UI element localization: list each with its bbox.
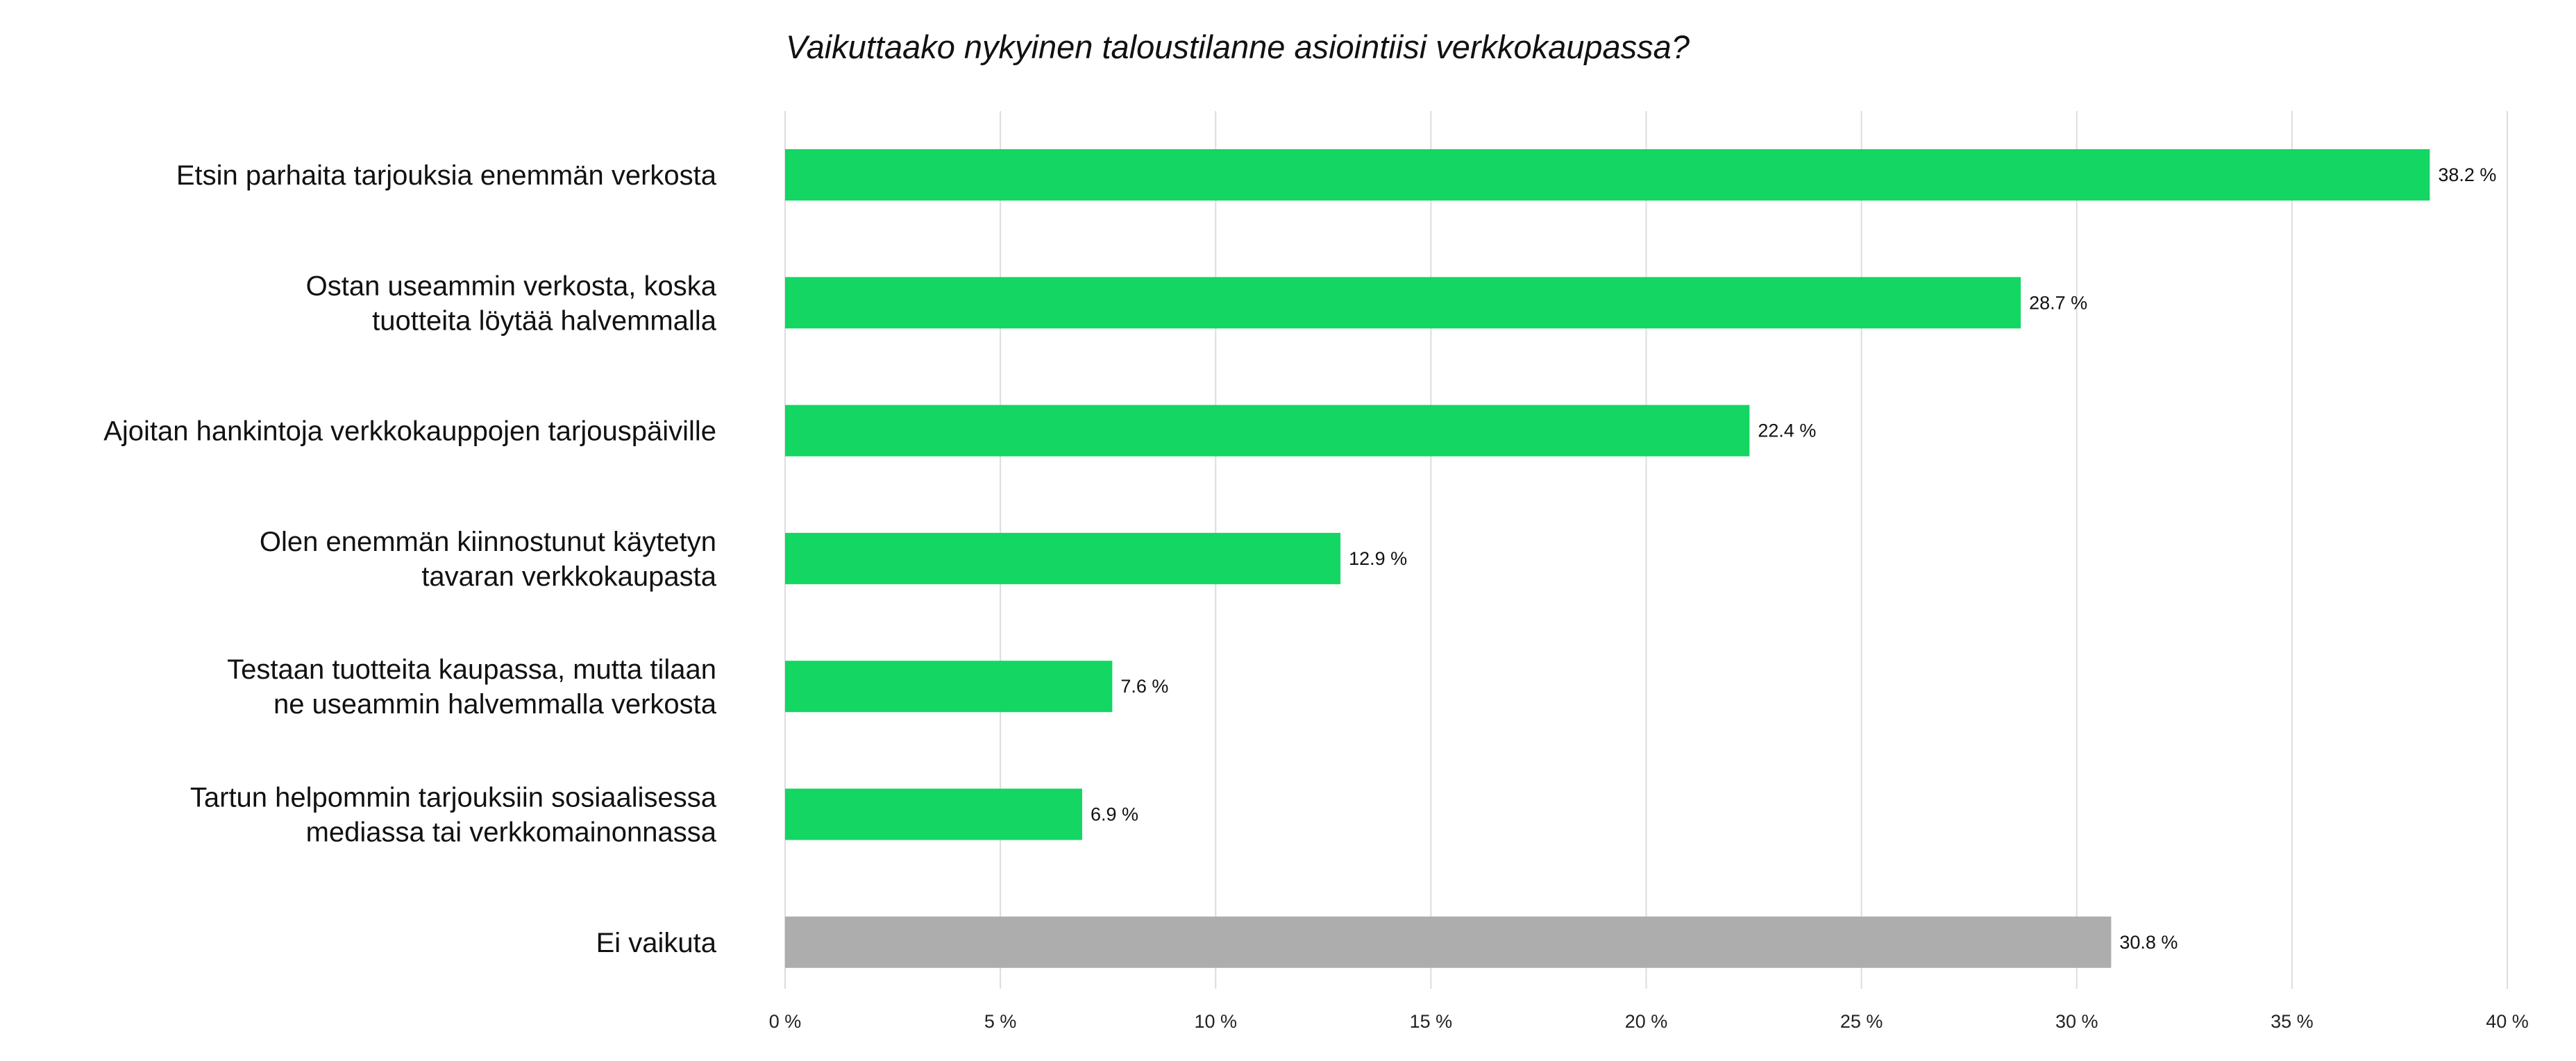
bar bbox=[785, 916, 2112, 968]
x-axis-ticks: 0 % 5 % 10 % 15 % 20 % 25 % 30 % 35 % 40 % bbox=[769, 1011, 2529, 1032]
category-label: ne useammin halvemmalla verkosta bbox=[273, 689, 717, 720]
category-labels: Etsin parhaita tarjouksia enemmän verkos… bbox=[103, 160, 717, 958]
x-tick-label: 15 % bbox=[1410, 1011, 1453, 1032]
bar bbox=[785, 532, 1341, 584]
x-tick-label: 35 % bbox=[2271, 1011, 2314, 1032]
data-label: 22.4 % bbox=[1758, 421, 1816, 441]
bars bbox=[785, 149, 2430, 968]
x-tick-label: 10 % bbox=[1194, 1011, 1237, 1032]
category-label: Ostan useammin verkosta, koska bbox=[306, 271, 717, 301]
category-label: Ei vaikuta bbox=[596, 928, 717, 958]
category-label: Etsin parhaita tarjouksia enemmän verkos… bbox=[176, 160, 717, 191]
data-label: 28.7 % bbox=[2029, 292, 2087, 313]
data-label: 7.6 % bbox=[1120, 676, 1168, 697]
data-label: 12.9 % bbox=[1349, 548, 1407, 569]
bar bbox=[785, 277, 2021, 329]
category-label: Tartun helpommin tarjouksiin sosiaalises… bbox=[190, 783, 717, 813]
x-tick-label: 0 % bbox=[769, 1011, 802, 1032]
x-tick-label: 5 % bbox=[984, 1011, 1017, 1032]
category-label: mediassa tai verkkomainonnassa bbox=[306, 817, 717, 848]
data-label: 6.9 % bbox=[1091, 804, 1138, 825]
category-label: Olen enemmän kiinnostunut käytetyn bbox=[260, 527, 716, 557]
x-tick-label: 40 % bbox=[2486, 1011, 2529, 1032]
bar bbox=[785, 788, 1082, 840]
bar bbox=[785, 661, 1113, 713]
gridlines bbox=[784, 111, 2508, 989]
data-label: 38.2 % bbox=[2438, 164, 2496, 185]
category-label: tuotteita löytää halvemmalla bbox=[372, 305, 717, 336]
x-tick-label: 30 % bbox=[2055, 1011, 2098, 1032]
x-tick-label: 20 % bbox=[1625, 1011, 1668, 1032]
category-label: Ajoitan hankintoja verkkokauppojen tarjo… bbox=[103, 416, 716, 447]
bar bbox=[785, 149, 2430, 201]
bar bbox=[785, 405, 1750, 457]
x-tick-label: 25 % bbox=[1840, 1011, 1883, 1032]
category-label: Testaan tuotteita kaupassa, mutta tilaan bbox=[227, 654, 716, 685]
data-label: 30.8 % bbox=[2119, 932, 2178, 953]
category-label: tavaran verkkokaupasta bbox=[421, 561, 716, 592]
data-labels: 38.2 % 28.7 % 22.4 % 12.9 % 7.6 % 6.9 % 30.8 % bbox=[1091, 164, 2496, 953]
chart-title: Vaikuttaako nykyinen taloustilanne asioi… bbox=[786, 28, 1690, 65]
